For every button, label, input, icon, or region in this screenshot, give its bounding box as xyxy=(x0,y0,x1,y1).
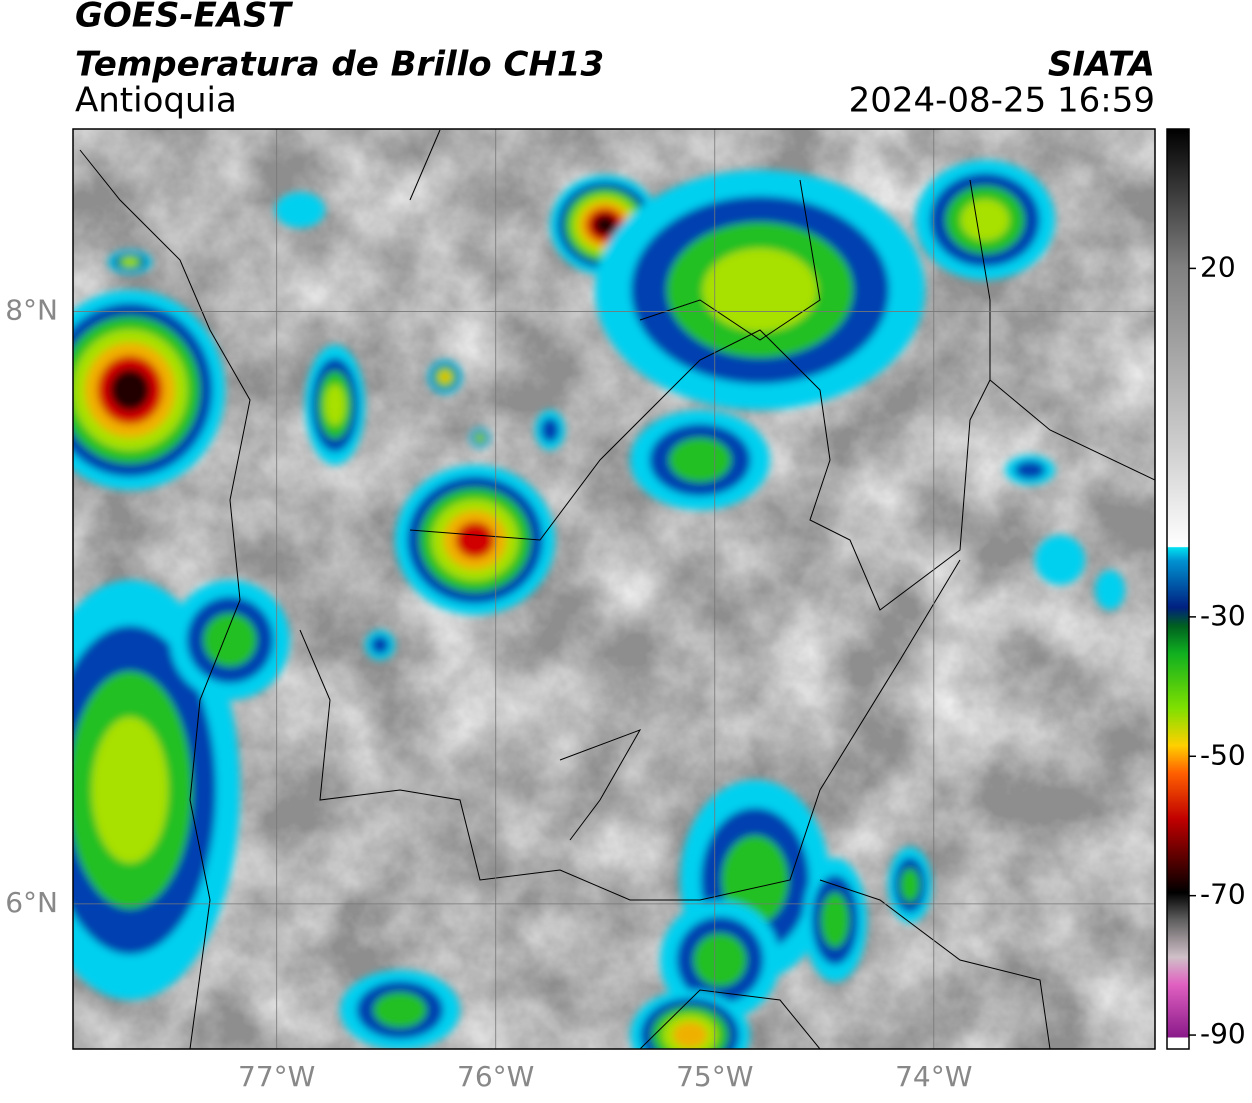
title: GOES-EAST xyxy=(75,0,294,36)
cloud-top xyxy=(702,248,818,332)
colorbar-tick-label: -50 xyxy=(1200,738,1246,771)
cloud-top xyxy=(693,933,747,987)
y-tick-label: 6°N xyxy=(5,886,58,919)
cloud-top xyxy=(91,716,169,864)
storms xyxy=(73,160,1125,1049)
borders xyxy=(79,129,1155,1049)
colorbar-tick-label: -70 xyxy=(1200,878,1246,911)
x-tick-label: 75°W xyxy=(676,1060,753,1093)
cloud-top xyxy=(275,192,325,228)
cloud-top xyxy=(900,868,920,902)
cloud-top xyxy=(1014,460,1046,480)
cloud-top xyxy=(540,417,560,443)
cloud-top xyxy=(960,199,1010,241)
cloud-top xyxy=(110,368,150,412)
border xyxy=(299,559,961,901)
datetime: 2024-08-25 16:59 xyxy=(849,81,1155,121)
x-tick-label: 74°W xyxy=(895,1060,972,1093)
cloud-top xyxy=(593,214,617,236)
border xyxy=(409,129,441,201)
cloud-top xyxy=(820,892,850,948)
map-image xyxy=(73,129,1155,1049)
cloud-top xyxy=(455,521,495,559)
cloud-top xyxy=(373,992,427,1028)
border xyxy=(819,879,1051,1049)
map-frame xyxy=(72,128,1156,1050)
cloud-top xyxy=(122,257,138,267)
cloud-top xyxy=(672,1022,708,1048)
cloud-top xyxy=(721,835,789,925)
cloud-top xyxy=(1095,570,1125,610)
y-tick-label: 8°N xyxy=(5,293,58,326)
coastline xyxy=(79,149,251,1049)
border xyxy=(409,329,991,611)
border xyxy=(969,179,1155,481)
grid xyxy=(73,129,1155,1049)
colorbar-tick-label: -30 xyxy=(1200,599,1246,632)
cloud-top xyxy=(203,613,257,667)
x-tick-label: 76°W xyxy=(457,1060,534,1093)
colorbar-tick-label: -90 xyxy=(1200,1017,1246,1050)
border xyxy=(639,179,821,341)
subtitle: Temperatura de Brillo CH13 xyxy=(75,45,604,85)
cloud-top xyxy=(1035,535,1085,585)
x-tick-label: 77°W xyxy=(238,1060,315,1093)
cloud-top xyxy=(668,437,732,483)
cloud-top xyxy=(370,635,390,655)
border xyxy=(559,729,642,841)
cloud-top xyxy=(476,434,484,442)
colorbar-tick-label: 20 xyxy=(1200,250,1236,283)
cloud-top xyxy=(440,372,450,382)
region: Antioquia xyxy=(75,81,237,121)
cloud-top xyxy=(324,384,346,426)
border xyxy=(639,989,821,1049)
source: SIATA xyxy=(1048,45,1155,85)
colorbar xyxy=(1166,128,1190,1050)
